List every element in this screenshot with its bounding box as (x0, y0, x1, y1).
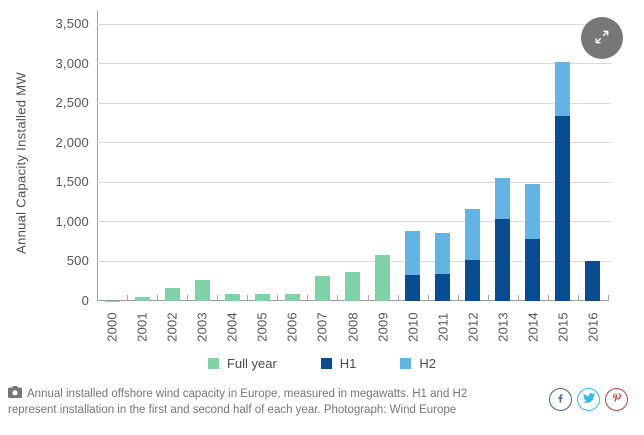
bar-2013-h2 (495, 177, 511, 220)
x-tick-label: 2013 (495, 312, 511, 342)
x-tick-label: 2000 (104, 312, 120, 342)
x-tick (427, 295, 429, 301)
gridline (97, 102, 611, 104)
x-tick-label: 2011 (435, 312, 451, 342)
x-tick (547, 295, 549, 301)
bar-2009-full-year (375, 255, 391, 301)
bar-2008-full-year (345, 271, 360, 301)
bar-2002-full-year (164, 287, 180, 301)
legend-item-h1: H1 (320, 356, 357, 371)
gridline (97, 142, 611, 144)
x-tick (127, 295, 129, 301)
x-tick-label: 2015 (555, 312, 571, 342)
pinterest-share-button[interactable] (605, 388, 628, 411)
plot-area: 3,500 3,000 2,500 2,000 1,500 1,000 500 0 2000 20… (55, 11, 611, 342)
x-tick (247, 295, 249, 301)
x-tick (337, 295, 339, 301)
bar-2014-h2 (525, 183, 541, 240)
bar-2011-h2 (435, 232, 451, 274)
gridline (97, 260, 611, 262)
bar-2010-h2 (405, 231, 421, 275)
expand-arrows-icon (590, 25, 614, 52)
x-tick-label: 2012 (465, 312, 481, 342)
bar-2016-h1 (585, 260, 601, 301)
bar-2015-h1 (555, 115, 571, 301)
x-tick-label: 2010 (405, 312, 421, 342)
x-tick-label: 2007 (314, 312, 330, 342)
y-axis-line (97, 11, 98, 301)
y-tick-label: 3,500 (55, 16, 89, 31)
gridline (97, 221, 611, 223)
bar-2006-full-year (284, 293, 300, 301)
x-tick (397, 295, 399, 301)
pinterest-icon (611, 391, 623, 409)
x-tick (517, 295, 519, 301)
x-tick-label: 2009 (375, 312, 391, 342)
x-tick-label: 2004 (224, 312, 240, 342)
legend-item-full-year: Full year (207, 356, 277, 371)
x-tick (608, 295, 609, 301)
bar-2001-full-year (134, 297, 150, 301)
bar-2013-h1 (495, 219, 511, 301)
y-tick-label: 0 (81, 293, 89, 308)
camera-icon (8, 386, 22, 403)
x-tick-label: 2005 (254, 312, 270, 342)
x-tick (487, 295, 489, 301)
bar-2004-full-year (224, 293, 240, 301)
legend-label-h1: H1 (339, 356, 357, 371)
x-tick (457, 295, 459, 301)
legend-swatch-h2 (400, 358, 412, 369)
x-tick (277, 295, 279, 301)
caption-credit: Photograph: Wind Europe (323, 403, 457, 416)
x-tick (187, 295, 189, 301)
y-tick-label: 500 (66, 253, 89, 269)
legend-label-h2: H2 (419, 356, 437, 371)
x-tick-label: 2003 (194, 312, 210, 342)
y-tick-label: 3,000 (55, 55, 89, 71)
y-tick-label: 2,500 (55, 95, 89, 111)
image-caption: Annual installed offshore wind capacity … (8, 386, 494, 418)
facebook-share-button[interactable] (549, 388, 572, 411)
x-tick-label: 2006 (284, 312, 300, 342)
x-tick-label: 2002 (164, 312, 180, 342)
bar-2005-full-year (254, 293, 270, 301)
x-tick (367, 295, 369, 301)
bar-2010-h1 (405, 274, 421, 301)
bar-2015-h2 (555, 62, 571, 116)
twitter-share-button[interactable] (577, 388, 600, 411)
legend-label-full-year: Full year (226, 356, 277, 371)
y-tick-label: 2,000 (55, 134, 89, 150)
x-tick (577, 295, 579, 301)
x-tick (157, 295, 159, 301)
x-tick-label: 2014 (525, 312, 541, 342)
legend-swatch-h1 (320, 358, 332, 369)
x-tick-label: 2001 (134, 312, 150, 342)
expand-button[interactable] (581, 17, 623, 59)
facebook-icon (555, 391, 566, 409)
x-tick-label: 2016 (585, 312, 601, 342)
x-tick (217, 295, 219, 301)
legend-swatch-full-year (207, 358, 219, 369)
bar-2011-h1 (435, 273, 451, 301)
bar-2012-h2 (465, 208, 481, 260)
legend-item-h2: H2 (400, 356, 436, 371)
bar-2007-full-year (314, 276, 330, 301)
y-tick-label: 1,500 (55, 174, 89, 190)
x-tick-label: 2008 (345, 312, 360, 342)
x-tick (307, 295, 309, 301)
twitter-icon (582, 391, 595, 409)
gridline (97, 23, 611, 25)
y-tick-label: 1,000 (55, 213, 89, 229)
social-share-buttons (549, 388, 628, 411)
caption-text: Annual installed offshore wind capacity … (8, 388, 468, 416)
bar-2014-h1 (525, 239, 541, 301)
gridline (97, 63, 611, 65)
bar-2012-h1 (465, 259, 481, 301)
gridline (97, 181, 611, 183)
chart-legend: Full year H1 H2 (0, 356, 644, 371)
bar-2003-full-year (194, 279, 210, 301)
y-axis-title: Annual Capacity Installed MW (13, 72, 29, 254)
